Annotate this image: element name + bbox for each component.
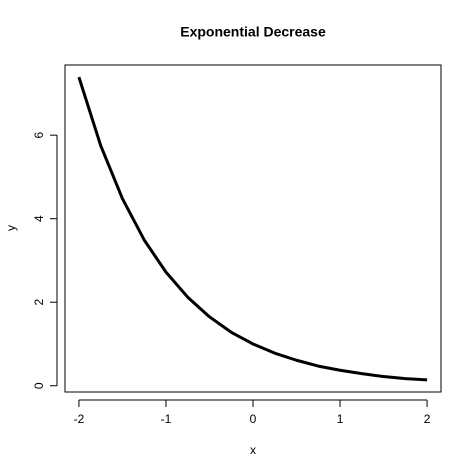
x-tick-label: -2 xyxy=(74,412,85,426)
data-line xyxy=(77,76,428,382)
x-tick-label: 1 xyxy=(337,412,344,426)
x-tick-label: -1 xyxy=(161,412,172,426)
x-axis-label: x xyxy=(250,443,256,457)
plot-frame xyxy=(64,64,442,393)
chart-title: Exponential Decrease xyxy=(180,24,326,40)
y-tick-label: 6 xyxy=(32,132,46,139)
x-tick-label: 2 xyxy=(424,412,431,426)
y-tick-label: 2 xyxy=(32,299,46,306)
y-tick-label: 0 xyxy=(32,382,46,389)
x-tick-label: 0 xyxy=(250,412,257,426)
y-tick-label: 4 xyxy=(32,215,46,222)
y-axis-label: y xyxy=(4,225,18,231)
